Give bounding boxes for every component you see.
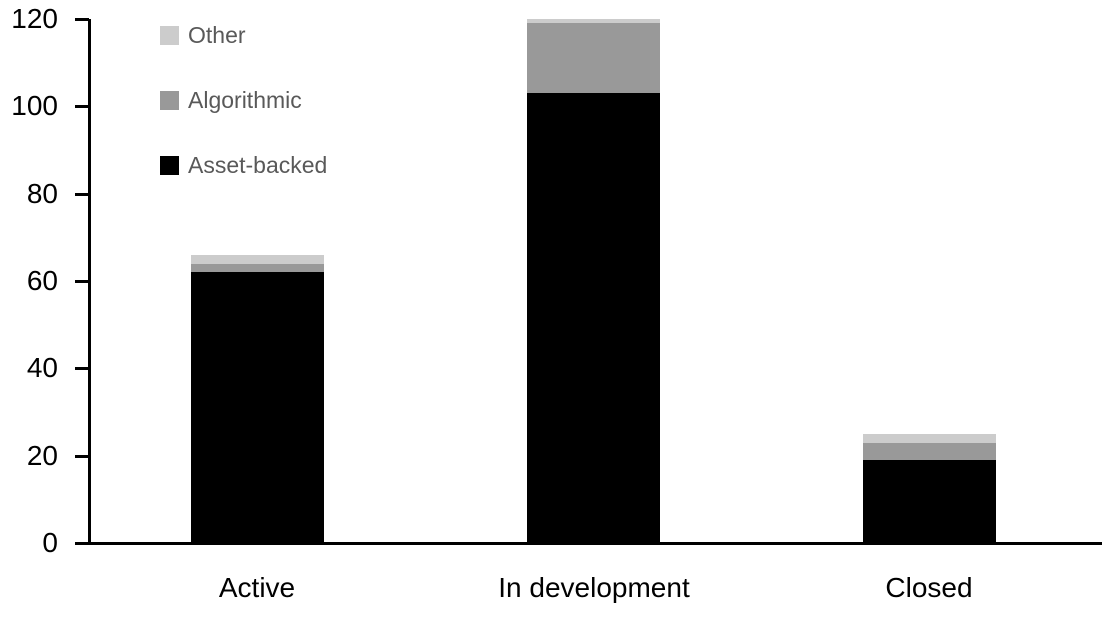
y-tick-mark-60 xyxy=(75,280,89,283)
y-tick-mark-100 xyxy=(75,105,89,109)
x-axis-line xyxy=(76,542,1102,545)
y-tick-mark-120 xyxy=(75,18,89,21)
legend-swatch-asset-backed xyxy=(160,155,179,175)
bar-active xyxy=(191,254,324,543)
y-tick-mark-80 xyxy=(75,192,89,196)
legend-label-other: Other xyxy=(188,22,246,48)
segment-asset-backed-in-development xyxy=(527,93,660,543)
x-category-label-active: Active xyxy=(218,572,296,603)
y-axis-line xyxy=(88,19,91,545)
bar-closed xyxy=(863,433,996,543)
legend-label-asset-backed: Asset-backed xyxy=(188,152,328,178)
legend-item-algorithmic: Algorithmic xyxy=(160,88,302,112)
y-tick-mark-40 xyxy=(75,367,89,371)
y-tick-label-0: 0 xyxy=(42,527,58,558)
y-tick-mark-0 xyxy=(75,542,89,545)
y-tick-label-100: 100 xyxy=(11,90,58,122)
legend-item-other: Other xyxy=(160,23,246,47)
segment-asset-backed-closed xyxy=(863,460,996,543)
y-tick-label-120: 120 xyxy=(11,3,58,34)
segment-asset-backed-active xyxy=(191,272,324,543)
y-tick-label-80: 80 xyxy=(26,177,58,209)
segment-algorithmic-in-development xyxy=(527,23,660,94)
y-tick-label-60: 60 xyxy=(26,265,58,296)
y-tick-mark-20 xyxy=(75,454,89,458)
legend-swatch-other xyxy=(160,25,179,45)
x-category-label-closed: Closed xyxy=(885,572,973,603)
segment-other-active xyxy=(191,254,324,264)
y-tick-label-20: 20 xyxy=(26,439,58,471)
legend-swatch-algorithmic xyxy=(160,90,179,110)
segment-algorithmic-closed xyxy=(863,442,996,461)
segment-other-in-development xyxy=(527,19,660,24)
legend-item-asset-backed: Asset-backed xyxy=(160,153,327,177)
x-category-label-in-development: In development xyxy=(498,572,690,603)
y-tick-label-40: 40 xyxy=(26,352,58,384)
segment-algorithmic-active xyxy=(191,263,324,273)
legend-label-algorithmic: Algorithmic xyxy=(188,87,302,113)
segment-other-closed xyxy=(863,433,996,443)
bar-in-development xyxy=(527,19,660,543)
